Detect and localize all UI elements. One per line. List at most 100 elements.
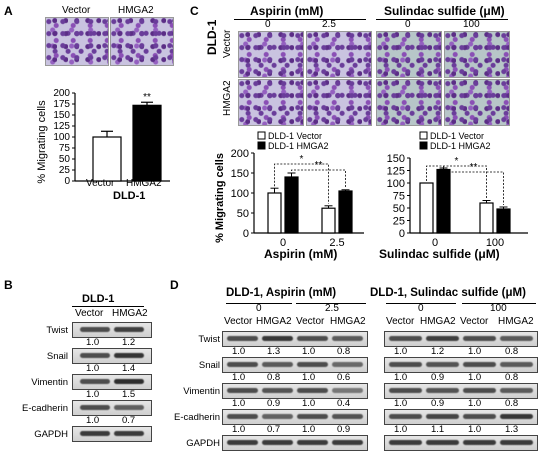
chart-a-bar-hmga2: [132, 104, 162, 182]
micrograph-c-hmga2-s100: [444, 79, 510, 126]
c2-legend-label: DLD-1 Vector: [430, 131, 484, 141]
d-value: 1.0: [302, 398, 316, 409]
d-value: 1.0: [232, 398, 246, 409]
b-row-label-snail: Snail: [46, 351, 68, 362]
micrograph-c-vector-s0: [376, 31, 442, 78]
d-value: 1.0: [232, 424, 246, 435]
c1-legend-swatch: [257, 131, 266, 140]
c2-ytick-label: 0: [399, 228, 405, 240]
d-value: 1.1: [431, 424, 445, 435]
d-blot-left-gapdh: [222, 435, 368, 451]
b-band: [80, 405, 110, 410]
b-band: [114, 327, 144, 332]
c1-ytick-label: 50: [237, 208, 249, 220]
c2-ytick-label: 50: [393, 203, 405, 215]
d-band: [332, 414, 363, 419]
d-band: [426, 388, 459, 393]
d-band: [463, 388, 496, 393]
micrograph-c-vector-a0: [238, 31, 304, 78]
b-blot-vimentin: [72, 374, 152, 390]
d-value: 0.9: [431, 372, 445, 383]
b-row-label-gapdh: GAPDH: [34, 429, 68, 440]
d-value: 0.8: [337, 346, 351, 357]
c-aspirin-dose-1: 2.5: [322, 19, 336, 30]
chart-c-aspirin-xlabel: Aspirin (mM): [264, 247, 338, 261]
d-col-right-hmga2: HMGA2: [420, 316, 456, 327]
d-band: [389, 414, 422, 419]
chart-a-ytick-label: 0: [64, 176, 70, 187]
b-value: 1.0: [86, 337, 100, 348]
d-band: [426, 362, 459, 367]
d-left-rule-1: [296, 303, 366, 304]
c2-sig-bracket: [443, 166, 504, 205]
b-blot-gapdh: [72, 426, 152, 442]
d-row-label-twist: Twist: [198, 334, 220, 345]
micrograph-c-hmga2-a25: [306, 79, 372, 126]
c-cell-line: DLD-1: [205, 19, 219, 55]
d-blot-right-e-cadherin: [384, 409, 538, 425]
panel-label-b: B: [4, 278, 13, 292]
d-col-right-vector: Vector: [386, 316, 415, 327]
d-col-left-vector: Vector: [296, 316, 325, 327]
c1-bar: [338, 190, 353, 234]
c1-sig-bracket: [291, 169, 346, 188]
d-band: [463, 440, 496, 445]
d-band: [389, 440, 422, 445]
d-value: 1.0: [468, 424, 482, 435]
chart-a-ytick-label: 50: [59, 154, 71, 165]
d-right-dose-0: 0: [418, 303, 424, 314]
d-value: 0.8: [505, 398, 519, 409]
d-band: [227, 440, 258, 445]
b-value: 1.2: [122, 337, 136, 348]
c1-bar: [321, 207, 336, 234]
d-col-right-vector: Vector: [460, 316, 489, 327]
chart-a-ylabel: % Migrating cells: [36, 100, 48, 184]
c1-ytick-label: 0: [243, 228, 249, 240]
d-value: 1.0: [468, 372, 482, 383]
d-band: [332, 336, 363, 341]
d-value: 0.8: [505, 372, 519, 383]
image-label-hmga2: HMGA2: [118, 5, 154, 16]
c2-xtick-label: 0: [432, 237, 438, 249]
d-right-rule-1: [462, 303, 536, 304]
d-band: [227, 336, 258, 341]
d-band: [227, 388, 258, 393]
d-band: [426, 414, 459, 419]
d-value: 0.9: [337, 424, 351, 435]
d-value: 1.0: [302, 424, 316, 435]
chart-c-aspirin: % Migrating cells 0 50 100 150 200 0 2.5 DLD-1 …: [214, 131, 364, 249]
micrograph-c-vector-a25: [306, 31, 372, 78]
chart-a-ytick-label: 175: [53, 99, 70, 110]
d-value: 0.6: [337, 372, 351, 383]
b-band: [80, 327, 110, 332]
d-blot-left-e-cadherin: [222, 409, 368, 425]
b-band: [114, 405, 144, 410]
d-value: 0.8: [267, 372, 281, 383]
d-value: 1.0: [394, 346, 408, 357]
d-band: [500, 414, 533, 419]
d-row-label-vimentin: Vimentin: [183, 386, 220, 397]
c2-bar: [496, 208, 511, 234]
d-band: [389, 336, 422, 341]
c-sulindac-dose-0: 0: [405, 19, 411, 30]
d-band: [463, 414, 496, 419]
c2-legend-swatch: [419, 131, 428, 140]
d-right-title: DLD-1, Sulindac sulfide (μM): [370, 287, 526, 299]
d-blot-right-twist: [384, 331, 538, 347]
d-value: 0.8: [505, 346, 519, 357]
d-band: [389, 362, 422, 367]
d-band: [297, 362, 328, 367]
d-band: [332, 362, 363, 367]
b-value: 1.0: [86, 389, 100, 400]
d-right-rule-0: [386, 303, 456, 304]
c2-bar: [419, 182, 434, 234]
d-value: 1.2: [431, 346, 445, 357]
d-band: [426, 336, 459, 341]
chart-a: % Migrating cells 0255075100125150175200…: [36, 88, 170, 187]
d-band: [227, 362, 258, 367]
d-col-right-hmga2: HMGA2: [498, 316, 534, 327]
micrograph-c-vector-s100: [444, 31, 510, 78]
image-label-vector: Vector: [62, 5, 91, 16]
c-sulindac-rule: [376, 19, 508, 20]
